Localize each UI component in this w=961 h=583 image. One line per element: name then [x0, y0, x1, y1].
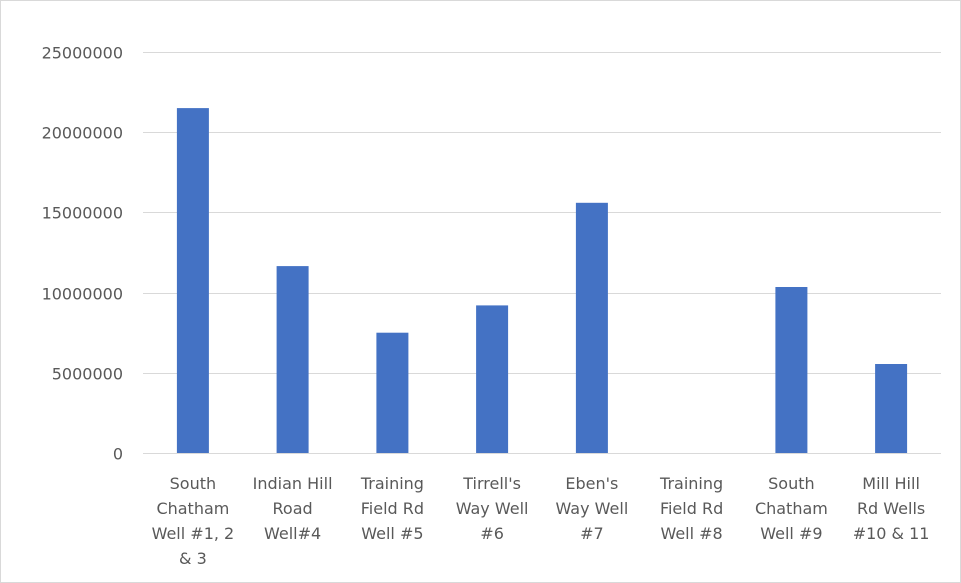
bar: [176, 108, 209, 453]
y-tick-label: 5000000: [52, 365, 123, 384]
bar: [575, 202, 608, 453]
bars: [176, 108, 908, 453]
gridlines: [143, 52, 941, 454]
y-tick-label: 10000000: [42, 285, 123, 304]
x-category-label: Eben's Way Well #7: [556, 474, 629, 543]
x-axis-category-labels: South Chatham Well #1, 2 & 3 Indian Hill Road…: [152, 474, 930, 568]
bar: [775, 287, 808, 453]
y-tick-label: 0: [113, 445, 123, 464]
bar: [276, 266, 309, 453]
x-category-label: Training Field Rd Well #8: [659, 474, 723, 543]
x-category-label: South Chatham Well #1, 2 & 3: [152, 474, 235, 568]
y-tick-label: 20000000: [42, 124, 123, 143]
x-category-label: Training Field Rd Well #5: [360, 474, 424, 543]
y-axis-tick-labels: 0 5000000 10000000 15000000 20000000 25000000: [42, 44, 123, 464]
x-category-label: Mill Hill Rd Wells #10 & 11: [853, 474, 930, 543]
bar: [875, 364, 908, 453]
bar: [476, 305, 509, 453]
x-category-label: South Chatham Well #9: [755, 474, 828, 543]
x-category-label: Indian Hill Road Well#4: [253, 474, 333, 543]
bar: [376, 332, 409, 453]
y-tick-label: 25000000: [42, 44, 123, 63]
x-category-label: Tirrell's Way Well #6: [456, 474, 529, 543]
y-tick-label: 15000000: [42, 204, 123, 223]
